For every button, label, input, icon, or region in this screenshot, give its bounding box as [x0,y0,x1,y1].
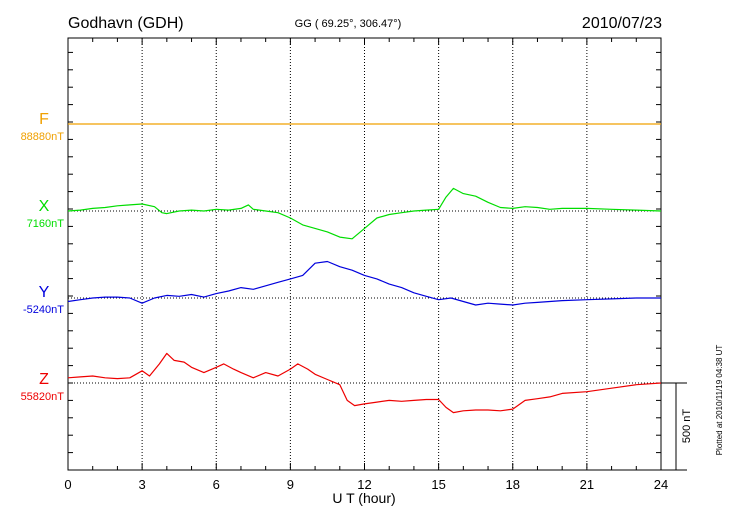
series-baseline-label-f: 88880nT [21,131,65,143]
series-layer [67,123,662,414]
series-name-y: Y [39,284,50,301]
x-tick-label: 12 [357,477,371,492]
x-tick-label: 24 [654,477,668,492]
series-labels: F 88880nT X 7160nT Y -5240nT Z 55820nT [21,111,65,403]
x-tick-labels: 0 3 6 9 12 15 18 21 24 [64,477,668,492]
x-tick-label: 6 [213,477,220,492]
x-tick-label: 3 [139,477,146,492]
series-name-x: X [39,198,50,215]
series-line-z [67,352,662,414]
series-baseline-label-x: 7160nT [27,218,65,230]
series-baseline-label-z: 55820nT [21,391,65,403]
station-coords: GG ( 69.25°, 306.47°) [295,18,402,30]
scale-bar: 500 nT [661,382,693,471]
x-tick-label: 18 [506,477,520,492]
series-name-z: Z [39,371,49,388]
x-tick-label: 21 [580,477,594,492]
x-tick-label: 0 [64,477,71,492]
series-baseline-label-y: -5240nT [23,304,64,316]
x-axis-label: U T (hour) [332,490,395,506]
series-line-y [67,260,661,306]
series-line-x [67,187,662,240]
series-name-f: F [39,111,49,128]
station-title: Godhavn (GDH) [68,15,184,32]
scale-bar-label: 500 nT [681,409,693,444]
grid-lines [68,38,661,470]
plotted-timestamp: Plotted at 2010/11/19 04:38 UT [715,345,724,456]
x-tick-label: 15 [431,477,445,492]
x-tick-label: 9 [287,477,294,492]
chart-date: 2010/07/23 [582,15,662,32]
